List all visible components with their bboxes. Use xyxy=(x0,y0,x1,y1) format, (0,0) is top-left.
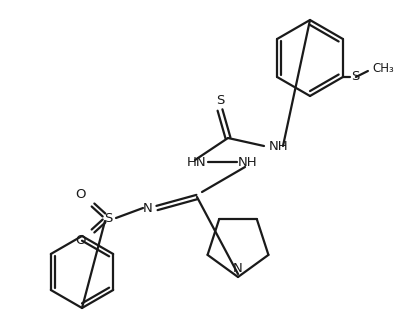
Text: NH: NH xyxy=(238,156,257,169)
Text: O: O xyxy=(76,189,86,202)
Text: HN: HN xyxy=(187,156,206,169)
Text: S: S xyxy=(104,211,112,225)
Text: N: N xyxy=(143,202,153,215)
Text: S: S xyxy=(215,94,224,107)
Text: S: S xyxy=(350,71,358,84)
Text: N: N xyxy=(232,262,242,275)
Text: NH: NH xyxy=(269,140,288,153)
Text: O: O xyxy=(76,234,86,247)
Text: CH₃: CH₃ xyxy=(371,61,393,74)
